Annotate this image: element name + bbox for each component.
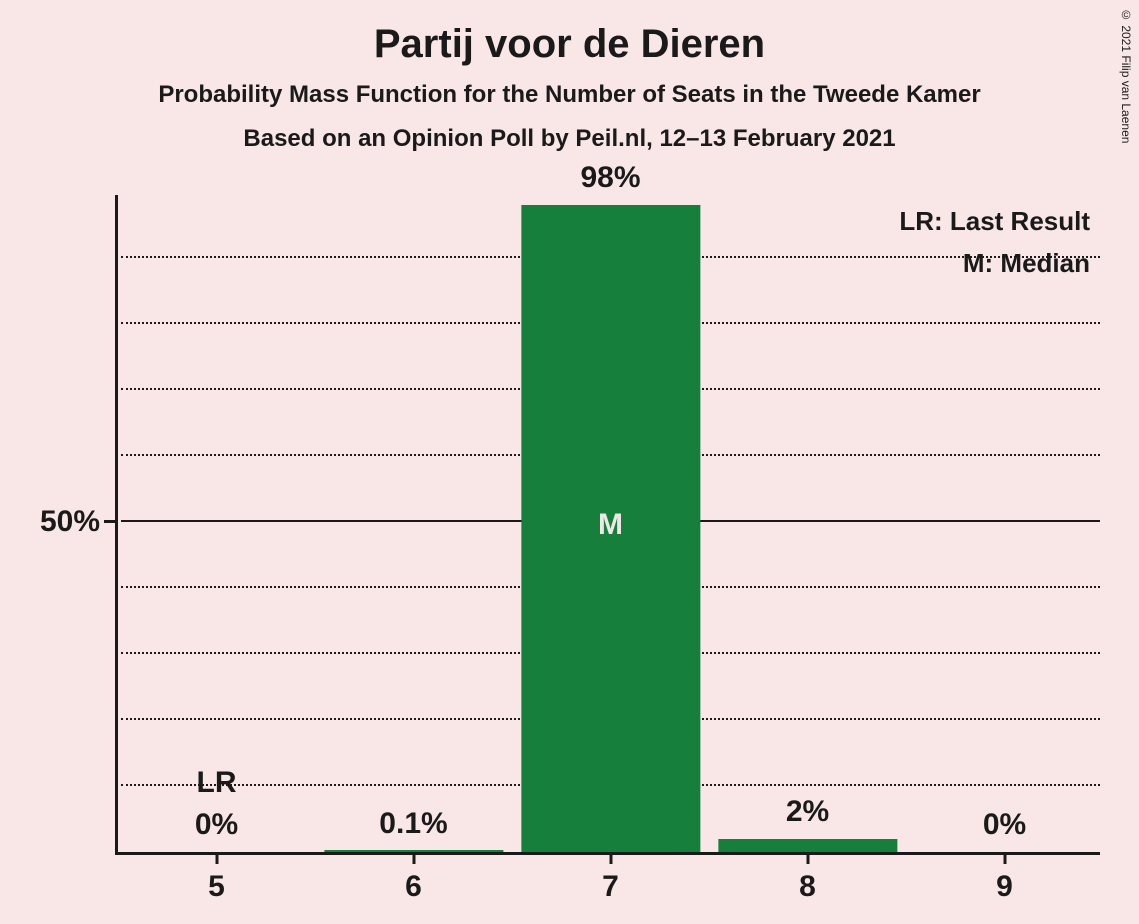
chart-subtitle: Probability Mass Function for the Number… — [0, 81, 1139, 109]
pmf-bar-chart: LR: Last Result M: Median 50%0%LR50.1%69… — [115, 195, 1100, 855]
x-tick-label: 8 — [709, 870, 906, 904]
bar-slot: 0%LR5 — [118, 192, 315, 852]
bar-slot: 2%8 — [709, 192, 906, 852]
bar-slot: 0%9 — [906, 192, 1103, 852]
x-tick-mark — [1003, 852, 1006, 864]
bar-value-label: 0.1% — [315, 807, 512, 841]
x-tick-label: 6 — [315, 870, 512, 904]
x-tick-mark — [609, 852, 612, 864]
y-tick-label: 50% — [40, 505, 100, 539]
median-marker: M — [512, 508, 709, 542]
y-tick-mark — [104, 520, 118, 523]
bar-value-label: 0% — [906, 808, 1103, 842]
plot-area: LR: Last Result M: Median 50%0%LR50.1%69… — [115, 195, 1100, 855]
x-tick-label: 5 — [118, 870, 315, 904]
x-tick-mark — [215, 852, 218, 864]
x-tick-mark — [806, 852, 809, 864]
chart-subtitle-2: Based on an Opinion Poll by Peil.nl, 12–… — [0, 125, 1139, 153]
bar-value-label: 2% — [709, 795, 906, 829]
bar-slot: 98%M7 — [512, 192, 709, 852]
bar-value-label: 98% — [512, 161, 709, 195]
bar — [718, 839, 897, 852]
last-result-marker: LR — [118, 766, 315, 800]
bar-slot: 0.1%6 — [315, 192, 512, 852]
x-tick-label: 7 — [512, 870, 709, 904]
x-tick-label: 9 — [906, 870, 1103, 904]
x-tick-mark — [412, 852, 415, 864]
copyright-text: © 2021 Filip van Laenen — [1119, 8, 1133, 143]
chart-title: Partij voor de Dieren — [0, 0, 1139, 67]
bar-value-label: 0% — [118, 808, 315, 842]
